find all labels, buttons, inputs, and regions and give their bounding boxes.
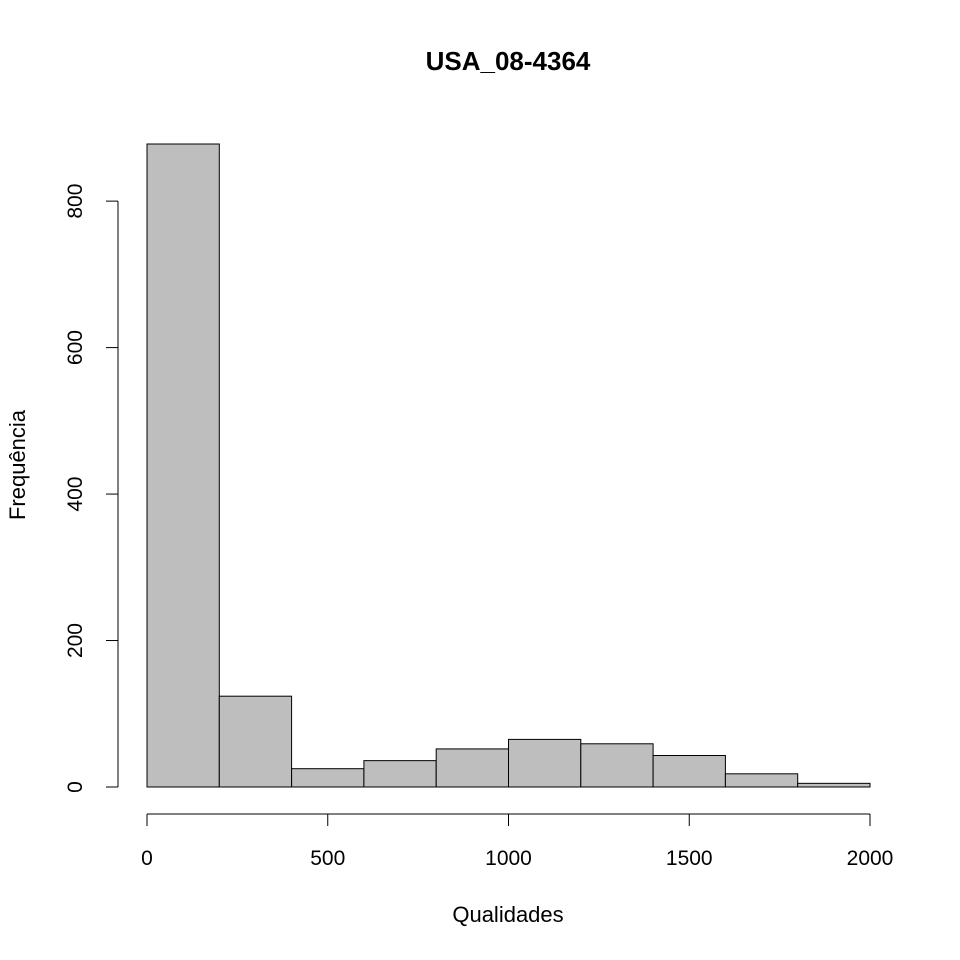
- x-tick-label: 0: [141, 847, 153, 870]
- histogram-bar: [724, 773, 799, 788]
- y-tick-label: 400: [64, 477, 87, 512]
- histogram-bar: [652, 755, 726, 788]
- y-tick-label: 600: [64, 330, 87, 365]
- bars: [146, 143, 871, 788]
- histogram-bar: [580, 743, 654, 788]
- y-tick-label: 800: [64, 184, 87, 219]
- x-tick-label: 500: [310, 847, 345, 870]
- x-tick-label: 2000: [847, 847, 894, 870]
- x-axis-label: Qualidades: [452, 902, 563, 927]
- y-axis: 0 200 400 600 800: [64, 184, 119, 793]
- y-tick-label: 200: [64, 623, 87, 658]
- x-tick-label: 1500: [666, 847, 713, 870]
- x-tick-label: 1000: [485, 847, 532, 870]
- histogram-bar: [146, 143, 220, 788]
- histogram-bar: [797, 782, 871, 788]
- histogram-bar: [363, 760, 437, 788]
- y-tick-label: 0: [64, 781, 87, 793]
- histogram-bar: [291, 768, 365, 788]
- histogram-bar: [508, 738, 582, 788]
- histogram-bar: [218, 695, 293, 788]
- chart-title: USA_08-4364: [426, 46, 591, 76]
- y-axis-label: Frequência: [5, 409, 30, 520]
- x-axis: 0 500 1000 1500 2000: [141, 813, 894, 870]
- histogram-bar: [435, 748, 510, 788]
